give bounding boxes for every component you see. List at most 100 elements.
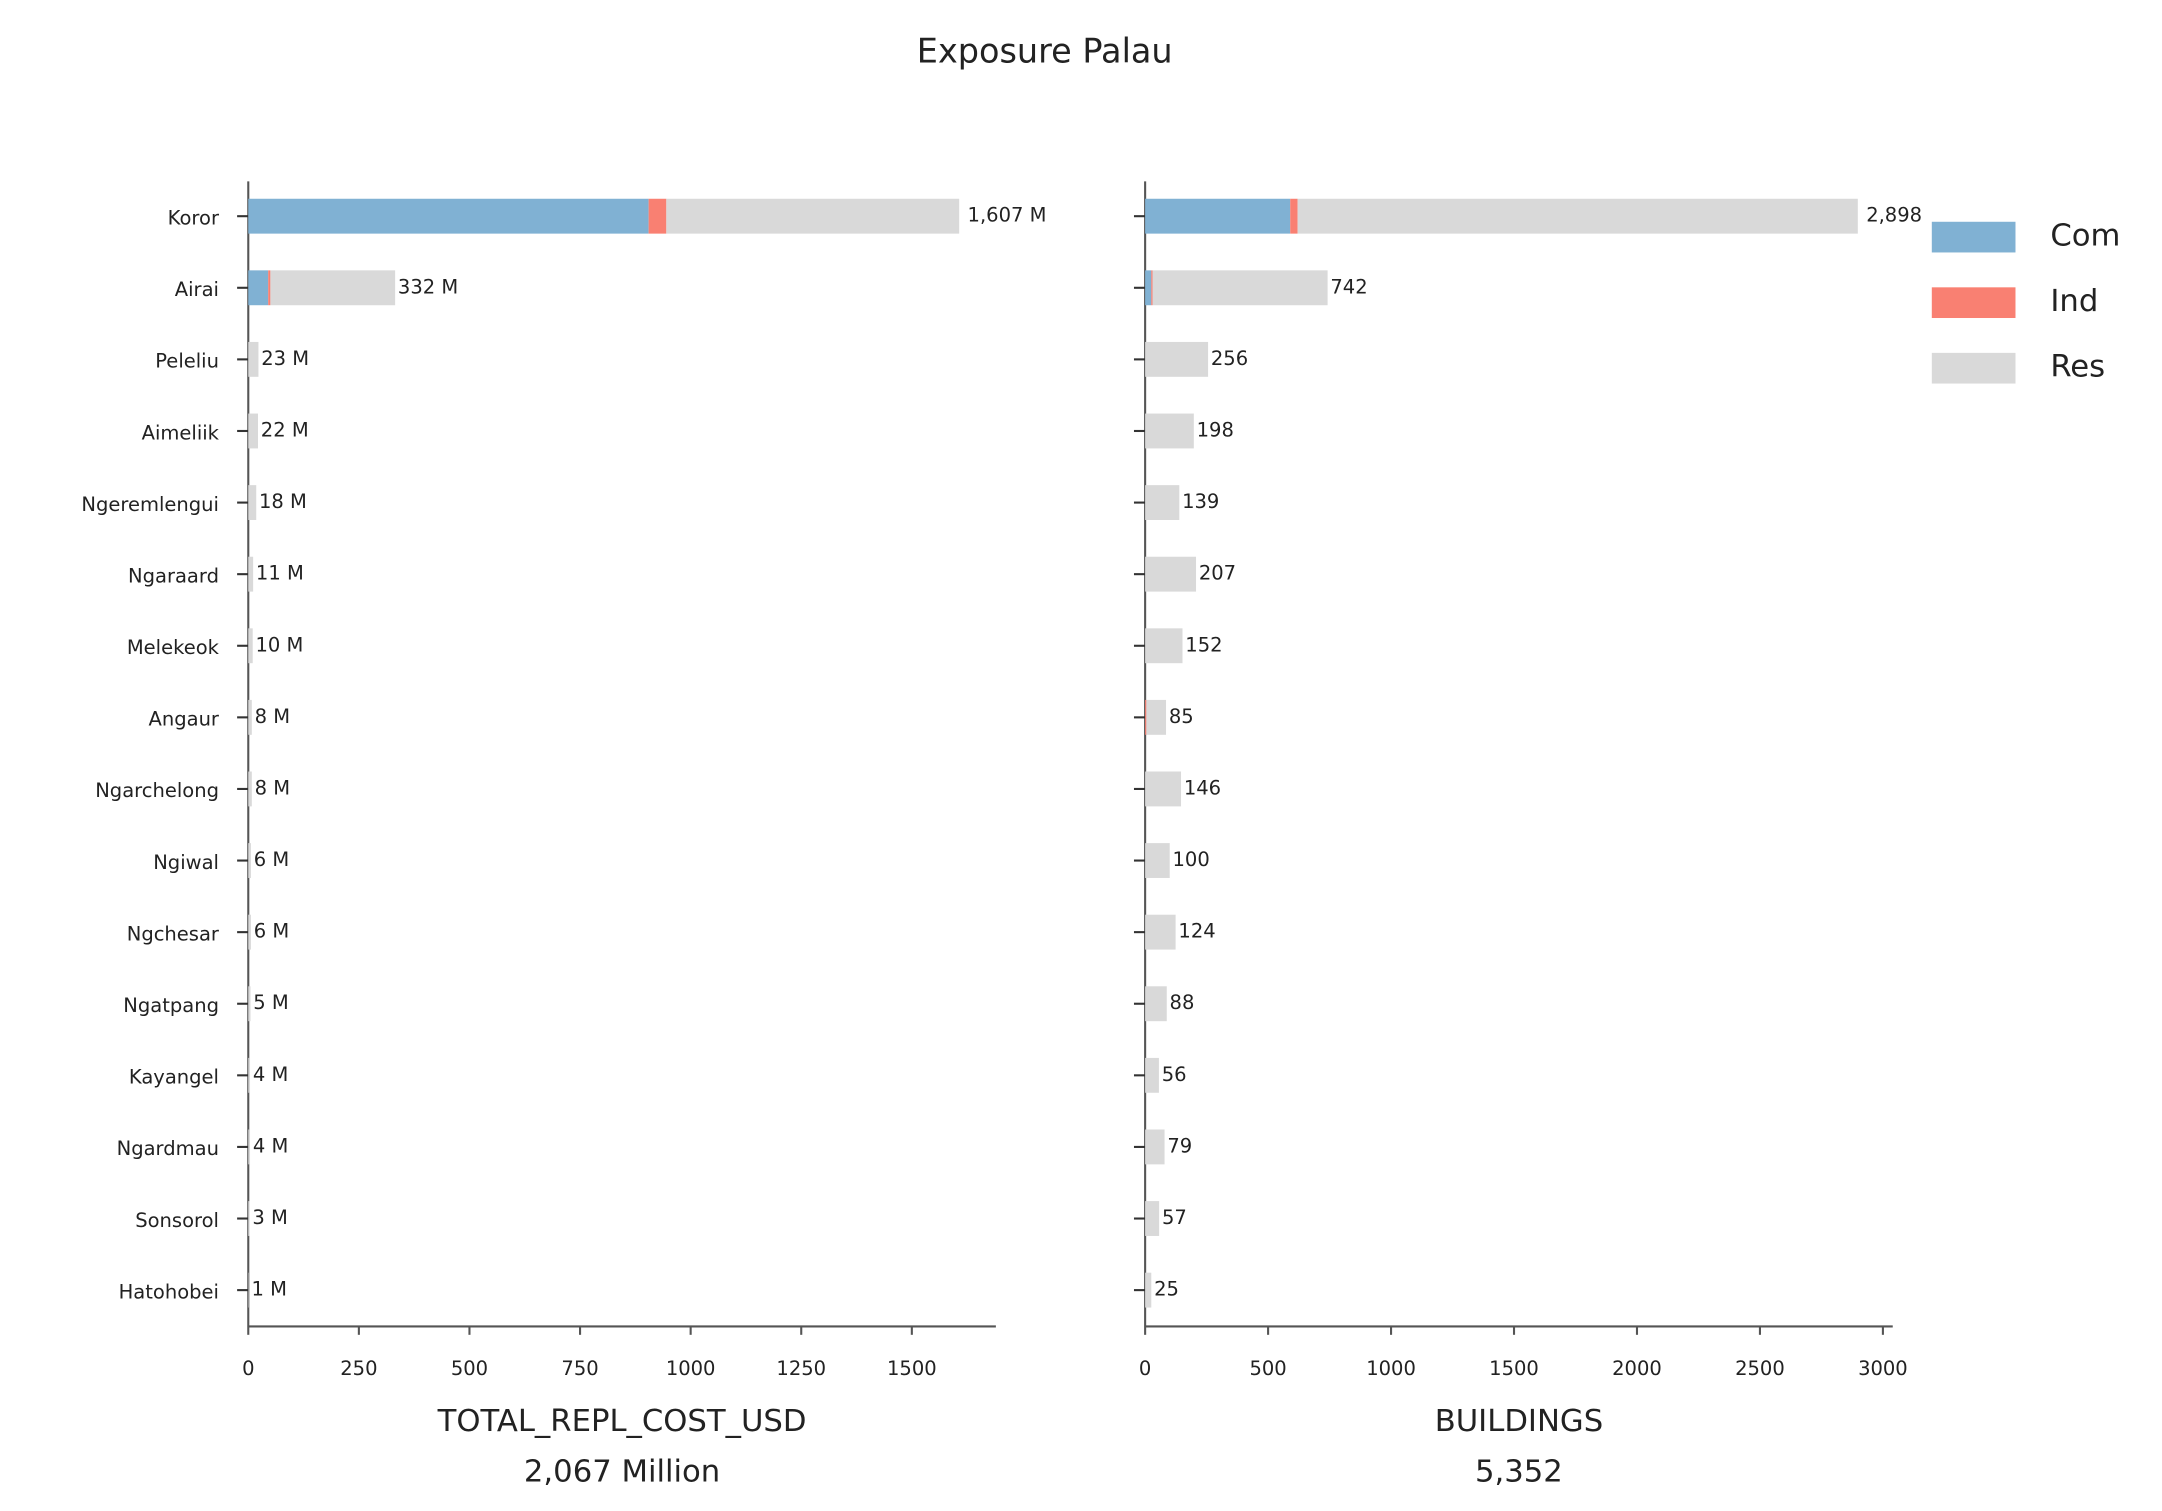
value-label: 124 (1178, 920, 1215, 943)
bar-segment (1290, 198, 1298, 234)
x-tick-label: 500 (451, 1357, 488, 1380)
bar-segment (1145, 1129, 1165, 1165)
x-tick-label: 1500 (887, 1357, 937, 1380)
value-label: 5 M (253, 991, 288, 1014)
y-tick-label: Sonsorol (135, 1209, 219, 1232)
x-tick-label: 250 (340, 1357, 377, 1380)
value-label: 1 M (252, 1278, 287, 1301)
value-label: 8 M (255, 705, 290, 728)
x-tick-label: 3000 (1858, 1357, 1908, 1380)
bar-segment (248, 485, 257, 521)
bar-segment (1145, 986, 1167, 1022)
y-tick-label: Ngiwal (153, 851, 219, 874)
x-tick-label: 500 (1249, 1357, 1286, 1380)
y-tick-label: Koror (168, 206, 220, 229)
bar-segment (648, 198, 667, 234)
bar-segment (270, 270, 396, 306)
bar-segment (248, 556, 254, 592)
bar-segment (1145, 843, 1170, 878)
bar-segment (248, 413, 259, 449)
bar-segment (248, 914, 251, 950)
bar-segment (1145, 270, 1152, 306)
value-label: 742 (1330, 275, 1367, 298)
legend-label: Res (2050, 350, 2105, 385)
y-tick-label: Ngatpang (123, 994, 219, 1017)
bar-segment (1145, 628, 1183, 664)
value-label: 198 (1197, 418, 1234, 441)
y-tick-label: Melekeok (127, 636, 220, 659)
bar-segment (1145, 341, 1209, 377)
value-label: 3 M (252, 1206, 287, 1229)
legend-label: Ind (2050, 284, 2098, 319)
x-tick-label: 0 (242, 1357, 254, 1380)
value-label: 152 (1185, 633, 1222, 656)
x-tick-label: 1000 (1366, 1357, 1416, 1380)
y-tick-label: Ngarchelong (95, 779, 219, 802)
bar-segment (248, 1201, 250, 1236)
value-label: 57 (1162, 1206, 1187, 1229)
bar-segment (1145, 198, 1291, 234)
value-label: 10 M (255, 633, 303, 656)
bar-segment (1145, 556, 1197, 592)
bar-segment (248, 1057, 251, 1093)
bar-segment (248, 270, 269, 306)
value-label: 25 (1154, 1278, 1179, 1301)
x-tick-label: 2000 (1612, 1357, 1662, 1380)
value-label: 88 (1170, 991, 1195, 1014)
value-label: 4 M (253, 1134, 288, 1157)
y-tick-label: Angaur (149, 708, 220, 731)
value-label: 22 M (261, 418, 309, 441)
x-tick-label: 1250 (776, 1357, 826, 1380)
bar-segment (248, 1129, 251, 1165)
x-axis-label: BUILDINGS (1435, 1404, 1603, 1439)
bar-segment (1145, 1272, 1152, 1308)
y-tick-label: Ngardmau (117, 1137, 219, 1160)
bar-segment (1297, 198, 1858, 234)
value-label: 79 (1167, 1134, 1192, 1157)
value-label: 139 (1182, 490, 1219, 513)
value-label: 23 M (261, 347, 309, 370)
value-label: 56 (1162, 1063, 1187, 1086)
x-tick-label: 0 (1139, 1357, 1151, 1380)
bar-segment (248, 986, 251, 1022)
bar-segment (1145, 1201, 1160, 1236)
bar-segment (248, 341, 259, 377)
value-label: 146 (1184, 776, 1221, 799)
y-tick-label: Ngchesar (127, 922, 220, 945)
bar-segment (248, 628, 253, 664)
value-label: 6 M (254, 920, 289, 943)
bar-segment (1146, 699, 1167, 735)
bar-segment (268, 270, 271, 306)
value-label: 332 M (398, 275, 458, 298)
value-label: 1,607 M (968, 204, 1047, 227)
bar-segment (1145, 699, 1147, 735)
value-label: 85 (1169, 705, 1194, 728)
x-tick-label: 2500 (1735, 1357, 1785, 1380)
value-label: 8 M (255, 776, 290, 799)
legend-swatch (1931, 352, 2016, 384)
legend-swatch (1931, 287, 2016, 319)
value-label: 11 M (256, 562, 304, 585)
bar-segment (666, 198, 960, 234)
x-axis-sublabel: 5,352 (1475, 1454, 1563, 1489)
bar-segment (1152, 270, 1328, 306)
bar-segment (1145, 485, 1180, 521)
x-tick-label: 1500 (1489, 1357, 1539, 1380)
bar-segment (1145, 413, 1194, 449)
bar-segment (248, 843, 251, 878)
legend-label: Com (2050, 219, 2120, 254)
x-axis-sublabel: 2,067 Million (524, 1454, 720, 1489)
y-tick-label: Peleliu (155, 350, 219, 373)
y-tick-label: Ngaraard (128, 564, 219, 587)
value-label: 207 (1199, 562, 1236, 585)
legend-swatch (1931, 221, 2016, 253)
bar-segment (248, 198, 649, 234)
y-tick-label: Ngeremlengui (81, 493, 219, 516)
bar-segment (1145, 914, 1176, 950)
y-tick-label: Aimeliik (142, 421, 220, 444)
value-label: 4 M (253, 1063, 288, 1086)
value-label: 18 M (259, 490, 307, 513)
x-tick-label: 750 (561, 1357, 598, 1380)
x-axis-label: TOTAL_REPL_COST_USD (437, 1404, 807, 1439)
value-label: 100 (1173, 848, 1210, 871)
